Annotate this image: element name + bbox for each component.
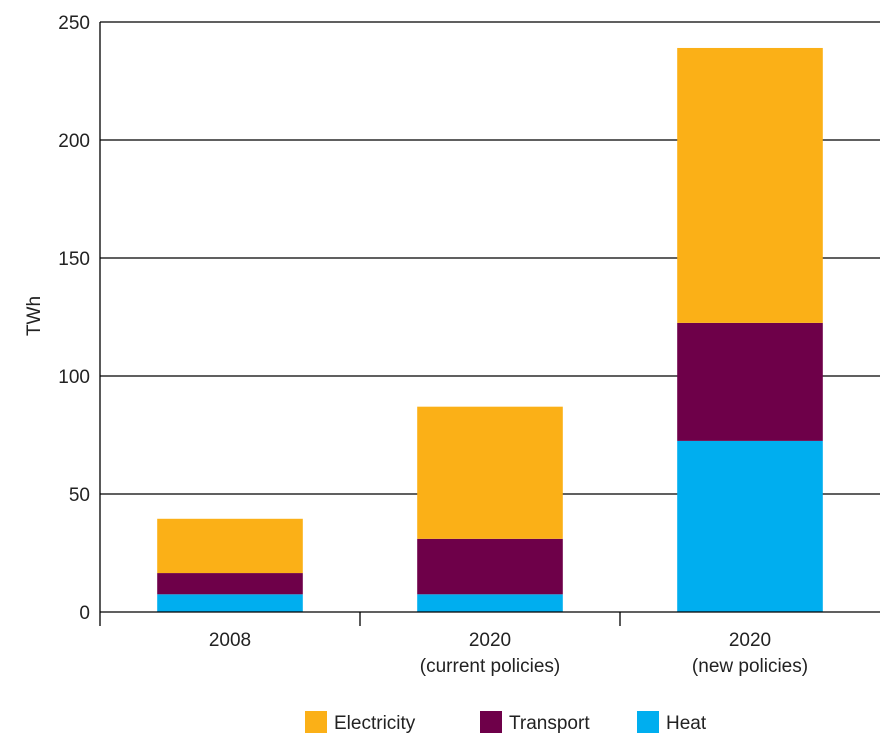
bar-segment-heat [417,594,563,612]
legend-label-transport: Transport [509,713,590,734]
bar-segment-electricity [157,518,303,574]
legend-label-electricity: Electricity [334,713,416,734]
bar-segment-heat [677,440,823,612]
x-category-label: 2020 [469,630,511,651]
bar-segment-heat [157,594,303,612]
bar-segment-transport [157,573,303,595]
bar-segment-electricity [677,47,823,323]
x-category-labels: 2008 2020 (current policies) 2020 (new polic… [209,630,808,677]
y-tick-labels: 0 50 100 150 200 250 [58,13,90,624]
x-category-label: (current policies) [420,656,560,677]
y-tick-label: 250 [58,13,90,34]
bar-segment-transport [417,538,563,595]
y-tick-label: 100 [58,367,90,388]
legend-swatch-transport [480,711,502,733]
bar-segment-electricity [417,406,563,539]
axes [99,22,880,626]
bars [157,47,823,612]
bar-segment-transport [677,322,823,441]
legend: Electricity Transport Heat [305,711,707,734]
y-axis-label: TWh [24,296,45,336]
y-tick-label: 50 [69,485,90,506]
legend-swatch-heat [637,711,659,733]
x-category-label: 2008 [209,630,251,651]
x-category-label: (new policies) [692,656,808,677]
y-tick-label: 150 [58,249,90,270]
y-tick-label: 200 [58,131,90,152]
x-category-label: 2020 [729,630,771,651]
y-tick-label: 0 [79,603,90,624]
legend-label-heat: Heat [666,713,707,734]
legend-swatch-electricity [305,711,327,733]
